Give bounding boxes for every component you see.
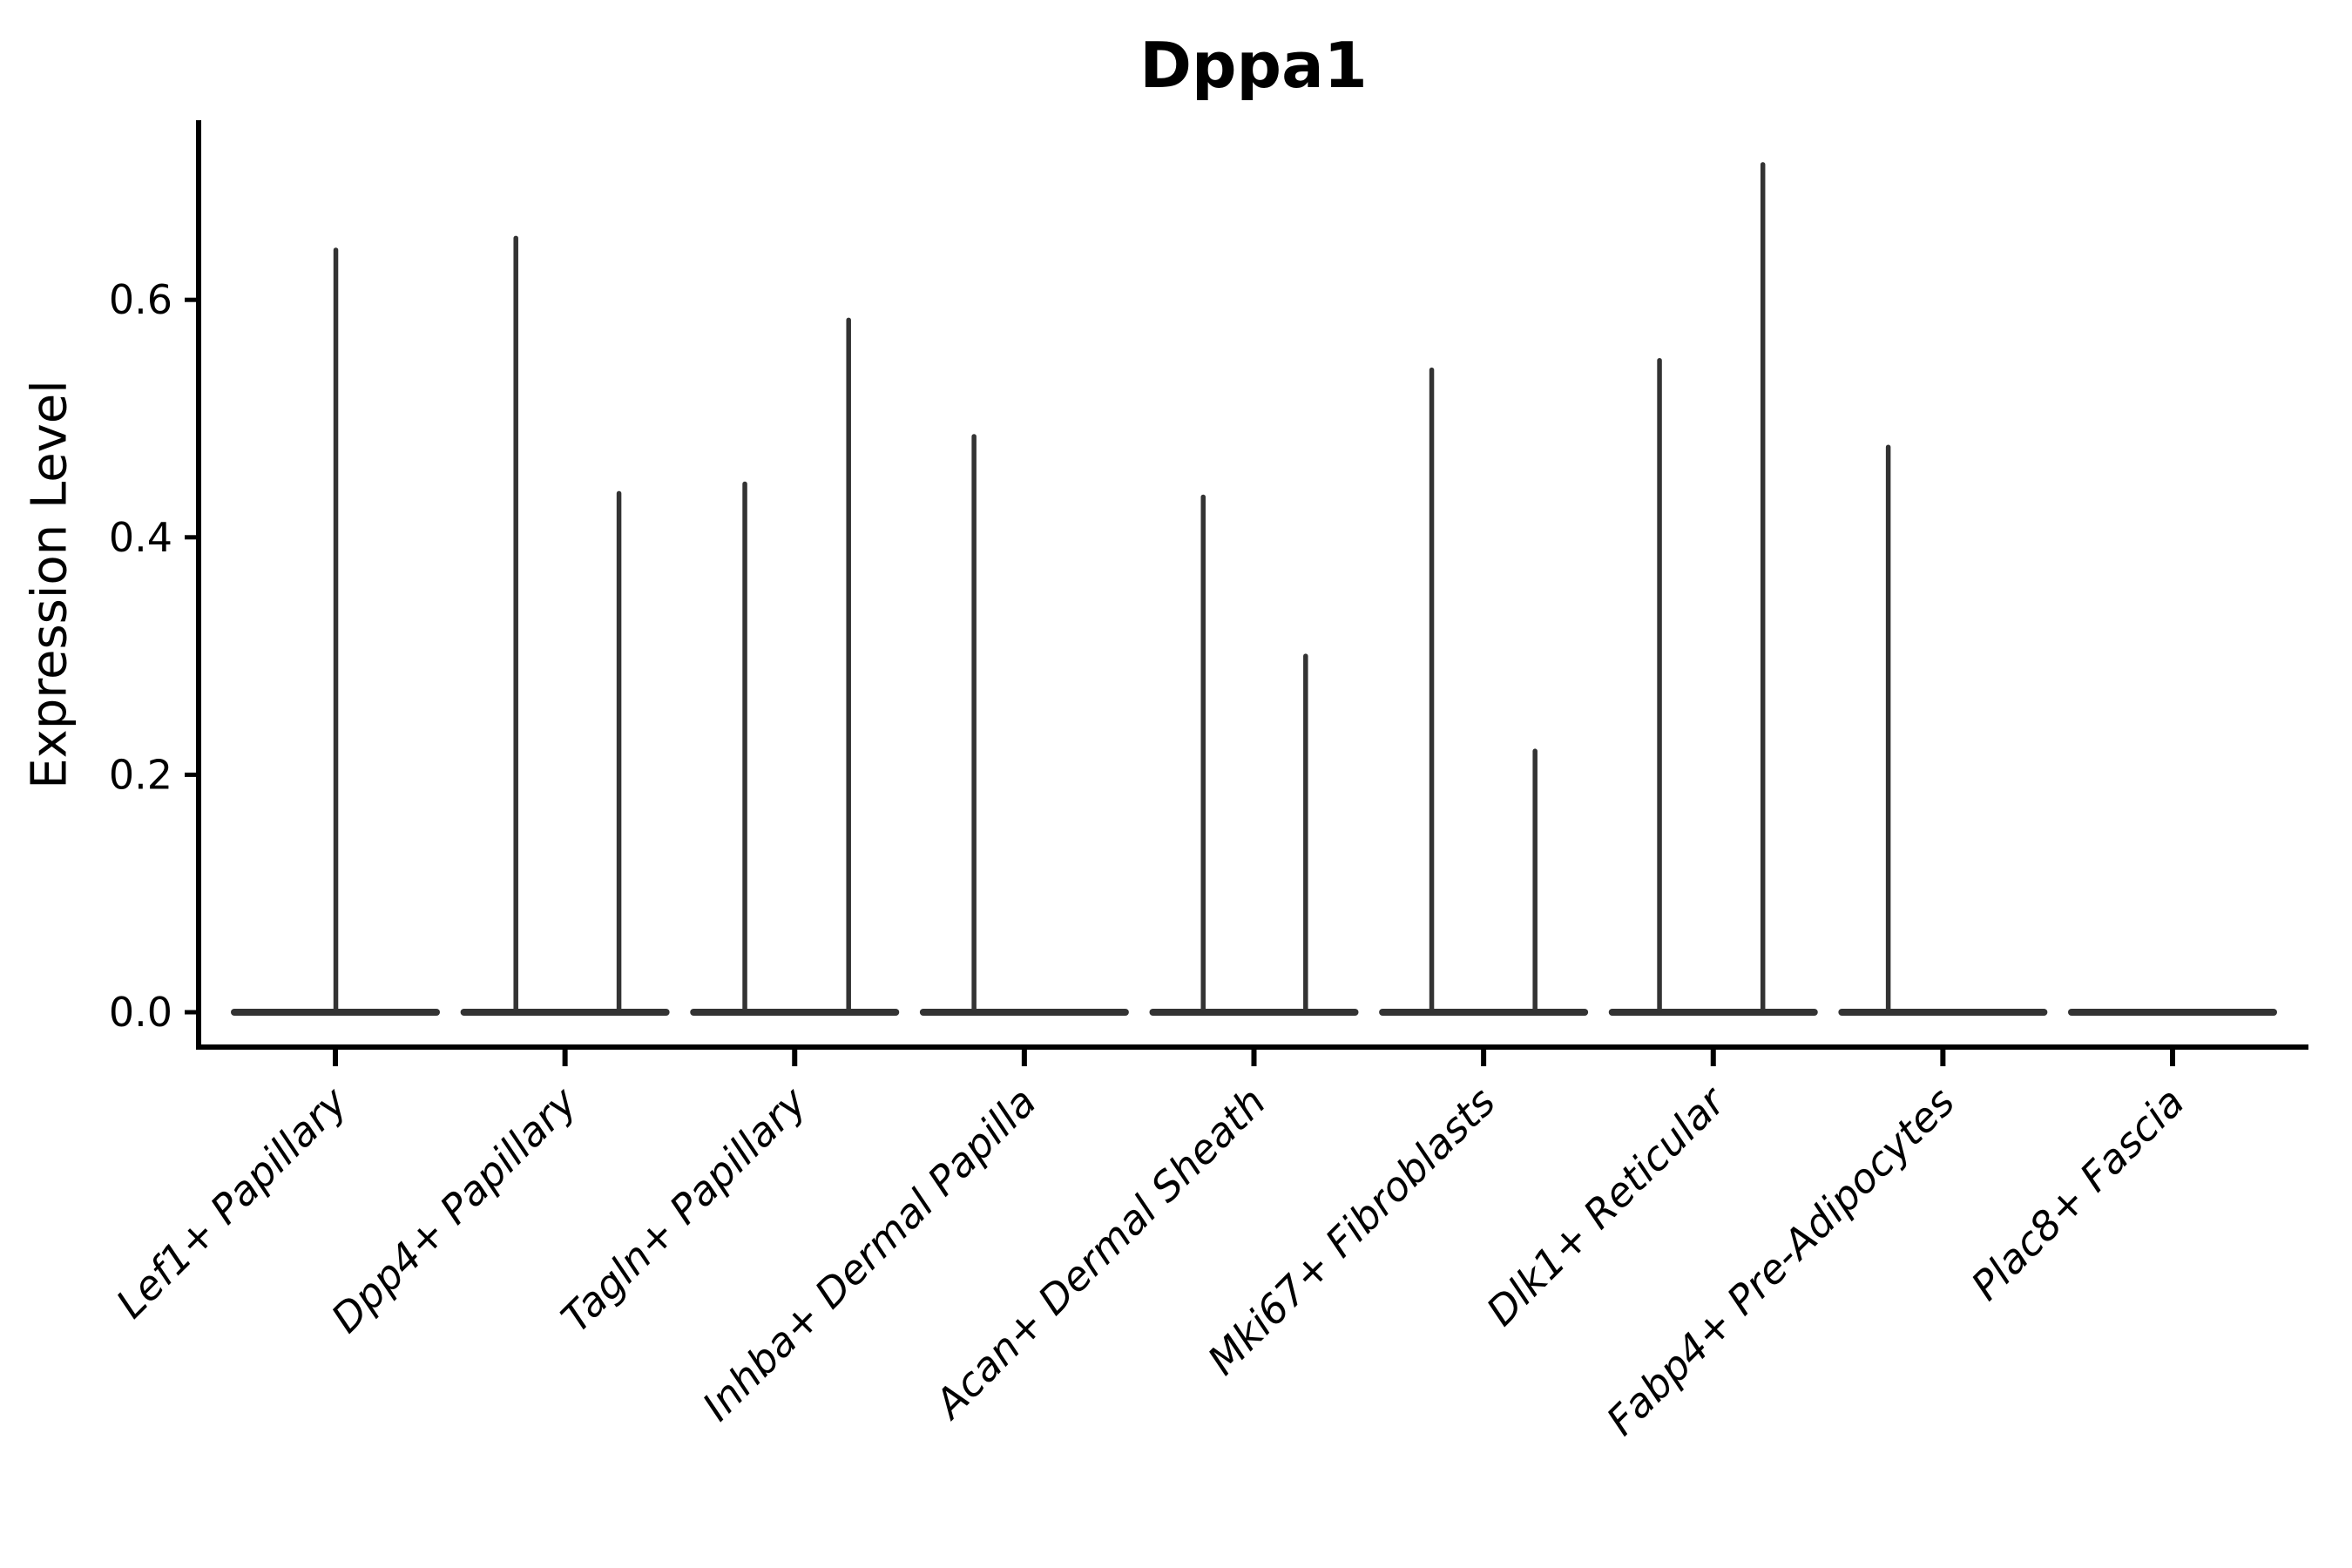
violin-base xyxy=(2068,1009,2277,1016)
violin-base xyxy=(1149,1009,1359,1016)
violin-base xyxy=(919,1009,1129,1016)
x-tick-label: Lef1+ Papillary xyxy=(107,1078,356,1327)
violin-base xyxy=(1838,1009,2048,1016)
x-tick-label: Dlk1+ Reticular xyxy=(1477,1076,1736,1335)
violin-base xyxy=(460,1009,670,1016)
x-tick-label: Dpp4+ Papillary xyxy=(322,1078,586,1342)
x-tick-label: Tagln+ Papillary xyxy=(552,1078,816,1342)
y-tick-label: 0.0 xyxy=(109,989,172,1036)
x-tick-label: Plac8+ Fascia xyxy=(1962,1078,2193,1309)
violin-base xyxy=(1608,1009,1818,1016)
y-tick-label: 0.2 xyxy=(109,751,172,798)
violin-base xyxy=(1379,1009,1589,1016)
y-tick-label: 0.6 xyxy=(109,276,172,323)
violin-base xyxy=(690,1009,900,1016)
y-tick-label: 0.4 xyxy=(109,514,172,561)
chart-title: Dppa1 xyxy=(1139,29,1368,102)
